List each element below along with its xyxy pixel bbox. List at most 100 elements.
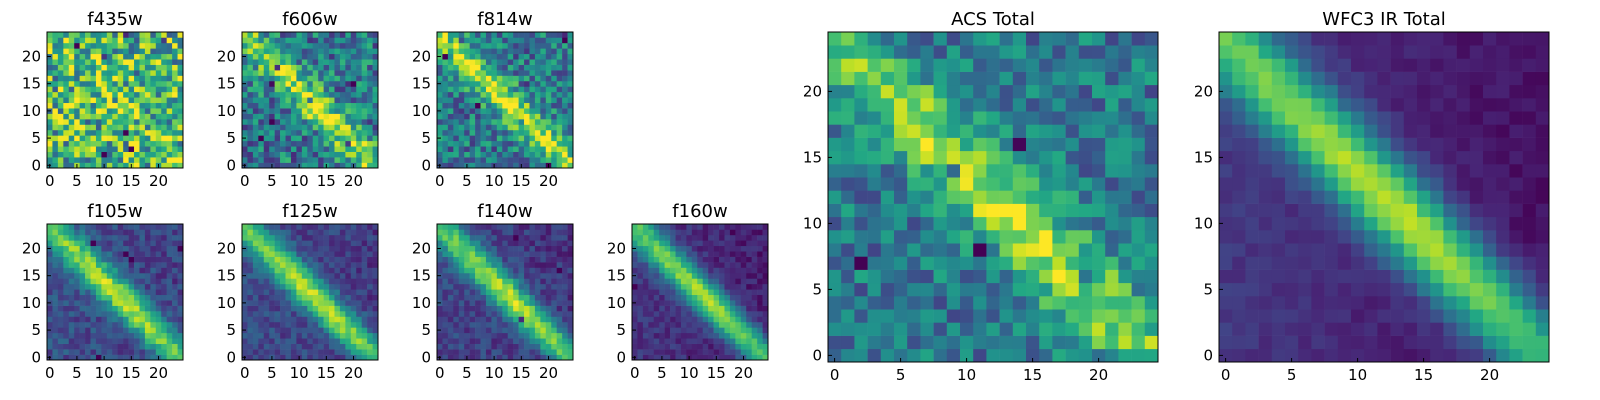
heatmap-cell [567, 151, 574, 158]
heatmap-cell [469, 129, 476, 136]
heatmap-cell [529, 311, 536, 317]
heatmap-cell [907, 216, 921, 231]
heatmap-cell [724, 354, 731, 361]
heatmap-cell [269, 124, 275, 131]
heatmap-cell [719, 332, 725, 339]
heatmap-cell [74, 75, 80, 82]
heatmap-cell [513, 97, 519, 104]
heatmap-cell [540, 48, 547, 55]
heatmap-cell [68, 140, 75, 147]
heatmap-cell [63, 316, 70, 323]
heatmap-cell [708, 251, 714, 257]
heatmap-cell [632, 283, 638, 290]
heatmap-cell [469, 108, 476, 114]
heatmap-cell [562, 119, 568, 125]
heatmap-cell [356, 108, 362, 114]
heatmap-cell [729, 305, 736, 312]
heatmap-cell [85, 37, 91, 44]
x-tick-label: 10 [485, 172, 504, 190]
heatmap-cell [318, 59, 324, 65]
heatmap-cell [123, 229, 129, 236]
heatmap-cell [252, 146, 259, 152]
heatmap-cell [95, 229, 102, 236]
heatmap-cell [551, 229, 557, 236]
heatmap-cell [372, 267, 379, 274]
y-tick-label: 10 [217, 294, 236, 312]
heatmap-cell [301, 316, 308, 323]
heatmap-cell [252, 64, 259, 71]
heatmap-cell [318, 157, 324, 163]
heatmap-cell [301, 157, 308, 163]
heatmap-cell [68, 294, 75, 301]
heatmap-cell [95, 129, 102, 136]
heatmap-cell [74, 272, 80, 279]
heatmap-cell [664, 234, 671, 241]
heatmap-cell [1131, 348, 1146, 363]
heatmap-cell [1012, 335, 1027, 350]
heatmap-cell [329, 343, 335, 350]
heatmap-cell [729, 311, 736, 317]
heatmap-cell [1012, 216, 1027, 231]
heatmap-cell [52, 32, 59, 38]
heatmap-cell [880, 309, 895, 323]
heatmap-cell [735, 272, 742, 279]
heatmap-cell [123, 354, 129, 361]
heatmap-cell [269, 119, 275, 125]
heatmap-cell [269, 289, 275, 296]
heatmap-cell [724, 300, 731, 306]
heatmap-cell [155, 113, 162, 120]
heatmap-cell [719, 294, 725, 301]
heatmap-cell [480, 316, 487, 323]
heatmap-cell [150, 294, 157, 301]
heatmap-cell [85, 129, 91, 136]
heatmap-cell [735, 327, 742, 334]
heatmap-cell [960, 137, 974, 152]
heatmap-cell [301, 48, 308, 55]
heatmap-cell [464, 157, 470, 163]
heatmap-cell [534, 251, 541, 257]
heatmap-cell [123, 224, 129, 230]
heatmap-cell [52, 113, 59, 120]
y-tick-label: 10 [412, 294, 431, 312]
heatmap-cell [447, 32, 454, 38]
heatmap-cell [507, 75, 514, 82]
heatmap-cell [361, 108, 368, 114]
heatmap-cell [57, 75, 64, 82]
heatmap-cell [567, 262, 574, 268]
heatmap-cell [356, 37, 362, 44]
heatmap-cell [74, 321, 80, 328]
heatmap-cell [85, 53, 91, 60]
heatmap-cell [117, 80, 124, 87]
heatmap-cell [63, 224, 70, 230]
heatmap-cell [318, 349, 324, 355]
heatmap-cell [367, 32, 373, 38]
heatmap-cell [551, 75, 557, 82]
heatmap-cell [496, 80, 503, 87]
heatmap-cell [442, 113, 449, 120]
heatmap-cell [345, 37, 352, 44]
heatmap-cell [534, 119, 541, 125]
heatmap-cell [880, 348, 895, 363]
heatmap-cell [79, 70, 86, 76]
heatmap-cell [63, 64, 70, 71]
heatmap-cell [686, 300, 693, 306]
heatmap-cell [296, 59, 303, 65]
heatmap-cell [166, 124, 173, 131]
heatmap-cell [318, 53, 324, 60]
heatmap-cell [540, 240, 547, 247]
heatmap-cell [263, 234, 270, 241]
heatmap-cell [740, 327, 747, 334]
heatmap-cell [372, 102, 379, 109]
heatmap-cell [567, 224, 574, 230]
heatmap-cell [367, 256, 373, 263]
heatmap-cell [458, 151, 465, 158]
heatmap-cell [946, 190, 961, 204]
heatmap-cell [85, 229, 91, 236]
heatmap-cell [172, 151, 178, 158]
heatmap-cell [513, 234, 519, 241]
heatmap-cell [290, 234, 297, 241]
heatmap-cell [307, 289, 314, 296]
heatmap-cell [973, 309, 987, 323]
heatmap-cell [95, 289, 102, 296]
heatmap-cell [867, 124, 882, 138]
